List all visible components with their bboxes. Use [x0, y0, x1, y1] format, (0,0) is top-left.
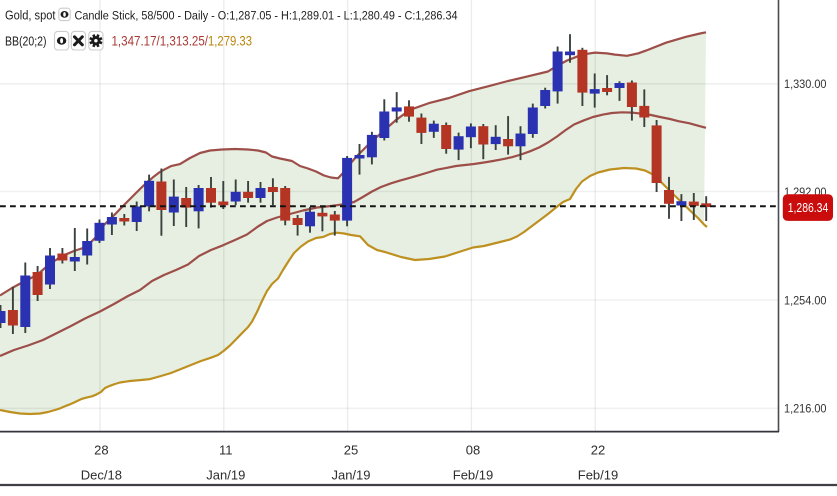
svg-text:Feb/19: Feb/19	[453, 468, 493, 483]
svg-text:Jan/19: Jan/19	[331, 468, 370, 483]
svg-text:Gold, spot: Gold, spot	[5, 7, 56, 22]
svg-text:Dec/18: Dec/18	[81, 468, 122, 483]
svg-text:1,286.34: 1,286.34	[788, 200, 829, 215]
svg-text:28: 28	[94, 443, 108, 458]
svg-text:1,216.00: 1,216.00	[784, 402, 827, 416]
svg-text:1,254.00: 1,254.00	[784, 293, 827, 307]
svg-text:25: 25	[344, 443, 358, 458]
svg-text:22: 22	[591, 443, 605, 458]
svg-text:1,330.00: 1,330.00	[784, 77, 827, 91]
svg-text:08: 08	[466, 443, 480, 458]
svg-text:Jan/19: Jan/19	[206, 468, 245, 483]
svg-text:1,347.17/1,313.25/: 1,347.17/1,313.25/	[112, 33, 209, 48]
svg-text:Feb/19: Feb/19	[578, 468, 618, 483]
svg-text:BB(20;2): BB(20;2)	[5, 33, 47, 48]
svg-text:11: 11	[219, 443, 233, 458]
svg-text:1,279.33: 1,279.33	[208, 33, 252, 48]
svg-text:Candle Stick, 58/500 - Daily -: Candle Stick, 58/500 - Daily - O:1,287.0…	[75, 8, 458, 22]
